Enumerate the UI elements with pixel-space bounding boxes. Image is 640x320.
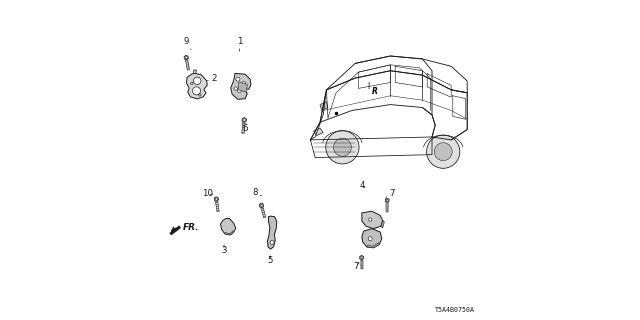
Polygon shape xyxy=(261,207,266,218)
Polygon shape xyxy=(360,255,364,260)
Polygon shape xyxy=(385,198,389,203)
Polygon shape xyxy=(216,201,219,212)
Circle shape xyxy=(234,87,237,90)
Text: T5A4B0750A: T5A4B0750A xyxy=(435,307,475,313)
Circle shape xyxy=(369,218,372,221)
Text: FR.: FR. xyxy=(183,223,200,232)
Text: 9: 9 xyxy=(184,37,191,50)
Text: l: l xyxy=(367,83,369,92)
Polygon shape xyxy=(386,203,388,212)
Polygon shape xyxy=(242,117,246,123)
Text: 1: 1 xyxy=(237,37,242,51)
Polygon shape xyxy=(362,211,383,229)
Text: 2: 2 xyxy=(207,74,216,83)
Circle shape xyxy=(236,77,240,81)
Polygon shape xyxy=(360,260,363,269)
Text: R: R xyxy=(371,87,378,96)
Circle shape xyxy=(193,87,200,95)
Circle shape xyxy=(237,89,241,92)
Text: 4: 4 xyxy=(360,181,365,190)
Polygon shape xyxy=(239,82,247,92)
Polygon shape xyxy=(225,231,234,235)
Text: 5: 5 xyxy=(268,256,273,265)
Text: 6: 6 xyxy=(242,124,248,132)
Polygon shape xyxy=(184,55,188,60)
Polygon shape xyxy=(362,229,382,248)
Text: 7: 7 xyxy=(353,262,359,271)
Polygon shape xyxy=(320,102,328,110)
Polygon shape xyxy=(367,243,380,248)
Polygon shape xyxy=(193,70,196,73)
Polygon shape xyxy=(268,216,276,249)
Polygon shape xyxy=(186,60,189,70)
Polygon shape xyxy=(242,122,245,133)
Polygon shape xyxy=(214,197,218,201)
Polygon shape xyxy=(231,74,251,100)
Circle shape xyxy=(242,82,246,85)
Text: 10: 10 xyxy=(202,189,213,198)
Circle shape xyxy=(193,77,201,84)
Circle shape xyxy=(333,138,351,156)
Polygon shape xyxy=(259,203,264,208)
Text: 7: 7 xyxy=(386,189,395,198)
Polygon shape xyxy=(381,220,385,228)
Text: 3: 3 xyxy=(221,245,227,255)
Polygon shape xyxy=(186,73,207,99)
Polygon shape xyxy=(314,128,323,135)
Circle shape xyxy=(427,135,460,168)
Polygon shape xyxy=(220,219,236,235)
Circle shape xyxy=(326,131,359,164)
Polygon shape xyxy=(170,226,181,235)
Circle shape xyxy=(368,237,372,241)
Circle shape xyxy=(435,143,452,161)
Circle shape xyxy=(270,241,274,244)
Text: 8: 8 xyxy=(252,188,262,197)
